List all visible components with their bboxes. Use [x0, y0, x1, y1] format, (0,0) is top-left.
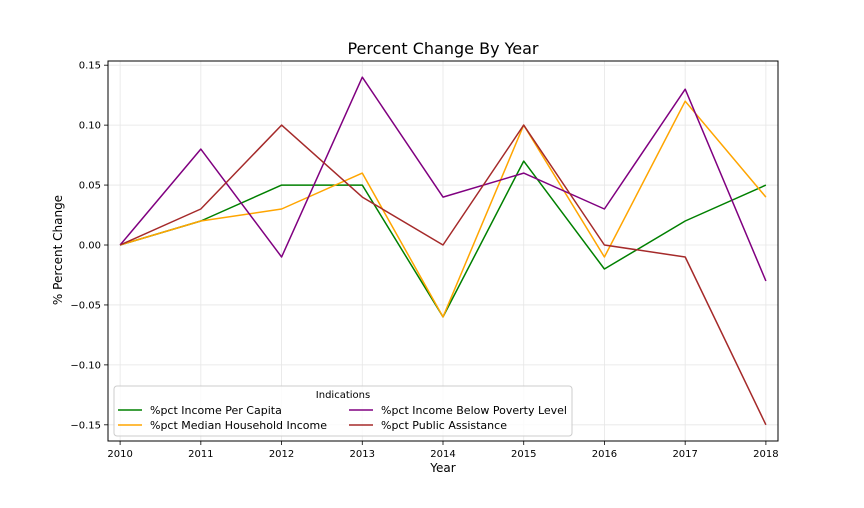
x-tick-label: 2013 [350, 449, 375, 460]
y-axis-label: % Percent Change [51, 195, 65, 305]
x-tick-label: 2015 [511, 449, 536, 460]
x-tick-label: 2014 [430, 449, 455, 460]
series-lines [119, 76, 767, 426]
y-tick-label: −0.10 [70, 360, 101, 371]
grid-lines [108, 61, 778, 441]
y-axis-ticks: −0.15 −0.10 −0.05 0.00 0.05 0.10 0.15 [70, 61, 108, 431]
legend-title: Indications [316, 390, 370, 401]
x-tick-label: 2017 [672, 449, 697, 460]
y-tick-label: −0.15 [70, 420, 101, 431]
series-line-2 [119, 100, 767, 318]
x-axis-ticks: 2010 2011 2012 2013 2014 2015 2016 2017 2018 [107, 441, 779, 460]
legend-items: %pct Income Per Capita %pct Median Househ… [118, 404, 567, 432]
x-tick-label: 2010 [107, 449, 132, 460]
legend-label-2: %pct Median Household Income [150, 419, 327, 432]
series-line-4 [119, 124, 767, 426]
legend: Indications %pct Income Per Capita %pct M… [113, 385, 573, 437]
y-tick-label: 0.10 [79, 121, 101, 132]
legend-label-3: %pct Income Below Poverty Level [381, 404, 567, 417]
y-tick-label: 0.15 [79, 61, 101, 72]
chart-title: Percent Change By Year [347, 39, 538, 58]
legend-frame [113, 385, 573, 437]
x-tick-label: 2018 [753, 449, 778, 460]
legend-label-4: %pct Public Assistance [381, 419, 507, 432]
x-tick-label: 2011 [188, 449, 213, 460]
y-tick-label: 0.00 [79, 241, 101, 252]
x-axis-label: Year [429, 461, 455, 475]
series-line-3 [119, 76, 767, 282]
x-tick-label: 2012 [269, 449, 294, 460]
legend-label-1: %pct Income Per Capita [150, 404, 282, 417]
y-tick-label: −0.05 [70, 300, 101, 311]
x-tick-label: 2016 [592, 449, 617, 460]
y-tick-label: 0.05 [79, 181, 101, 192]
